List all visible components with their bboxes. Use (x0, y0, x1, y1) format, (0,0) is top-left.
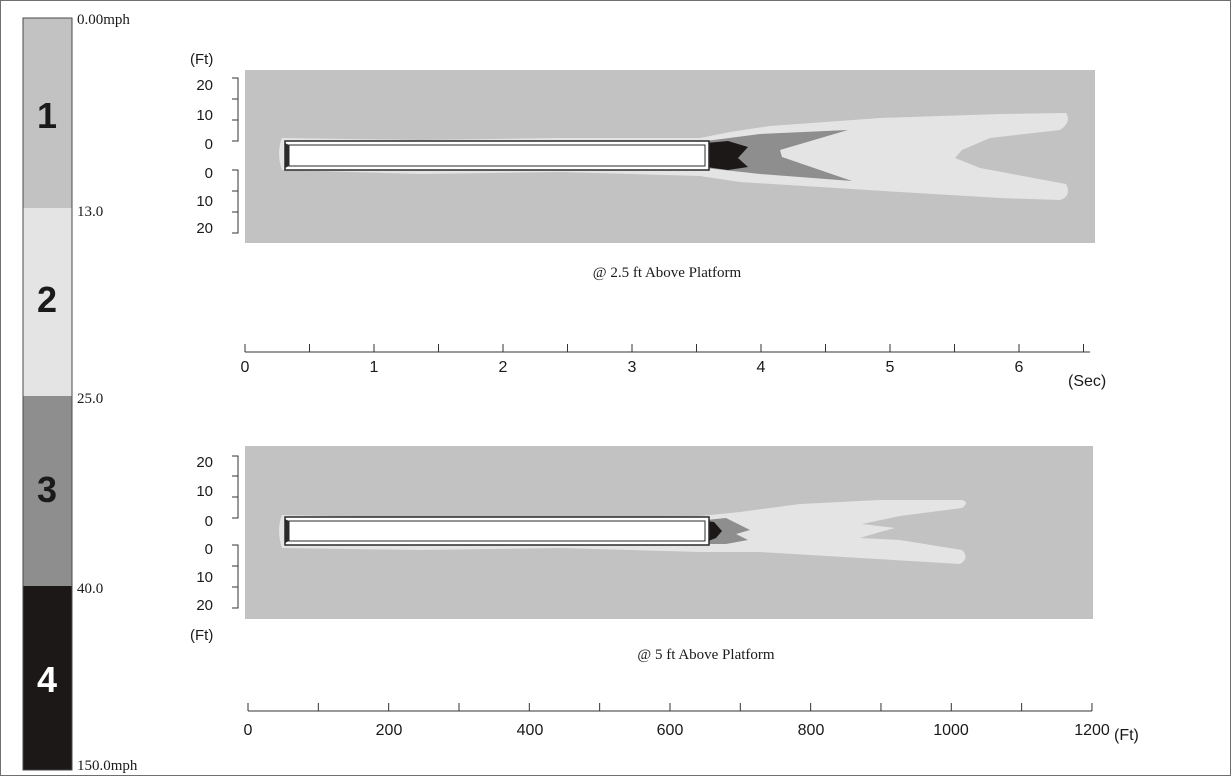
panel-2-yaxis-upper (232, 455, 239, 519)
panel-1-ytick-u0: 20 (196, 77, 213, 94)
distance-axis-unit: (Ft) (1114, 727, 1139, 744)
panel-2-ytick-l1: 10 (196, 569, 213, 586)
panel-2-5ft: (Ft) 20 10 0 0 10 20 @ 2.5 ft Above Plat… (190, 51, 1095, 281)
legend-number-3: 3 (37, 469, 57, 510)
legend-boundary-1: 13.0 (77, 204, 103, 220)
distance-label-1000: 1000 (933, 722, 969, 739)
legend-band-1 (23, 18, 72, 208)
legend-boundary-3: 40.0 (77, 581, 103, 597)
panel-1-train-nose (285, 143, 289, 168)
panel-2-ytick-l2: 20 (196, 597, 213, 614)
legend-number-2: 2 (37, 279, 57, 320)
time-axis-ticks (244, 344, 1090, 353)
distance-axis-ticks (247, 703, 1093, 712)
panel-1-unit-label: (Ft) (190, 51, 213, 68)
panel-2-caption: @ 5 ft Above Platform (637, 647, 774, 663)
panel-2-ytick-u1: 10 (196, 483, 213, 500)
panel-2-yaxis-lower (232, 544, 239, 609)
legend-band-3 (23, 396, 72, 586)
panel-1-ytick-u1: 10 (196, 107, 213, 124)
panel-2-ytick-u2: 0 (205, 513, 213, 530)
time-label-3: 3 (628, 359, 637, 376)
panel-5ft: 20 10 0 0 10 20 (Ft) @ 5 ft Above Platfo… (190, 446, 1093, 663)
panel-1-ytick-l0: 0 (205, 165, 213, 182)
time-axis-unit: (Sec) (1068, 373, 1106, 390)
legend-boundary-2: 25.0 (77, 391, 103, 407)
panel-1-caption: @ 2.5 ft Above Platform (593, 265, 742, 281)
distance-label-1200: 1200 (1074, 722, 1110, 739)
legend: 1 2 3 4 0.00mph 13.0 25.0 40.0 150.0mph (22, 12, 138, 774)
legend-number-1: 1 (37, 95, 57, 136)
time-label-2: 2 (499, 359, 508, 376)
panel-1-ytick-l2: 20 (196, 220, 213, 237)
time-label-0: 0 (241, 359, 250, 376)
panel-2-zone-3 (706, 518, 750, 544)
time-axis: 0 1 2 3 4 5 6 (Sec) (241, 344, 1106, 390)
time-label-1: 1 (370, 359, 379, 376)
panel-1-zone-4 (706, 141, 748, 170)
distance-axis: 0 200 400 600 800 1000 1200 (Ft) (244, 703, 1139, 744)
distance-label-200: 200 (376, 722, 403, 739)
time-label-4: 4 (757, 359, 766, 376)
panel-2-ytick-u0: 20 (196, 454, 213, 471)
legend-band-4 (23, 586, 72, 770)
panel-1-yaxis-upper (232, 77, 239, 142)
legend-band-2 (23, 208, 72, 396)
distance-label-0: 0 (244, 722, 253, 739)
legend-number-4: 4 (37, 659, 57, 700)
legend-boundary-0: 0.00mph (77, 12, 130, 28)
panel-2-zone-4 (706, 521, 722, 542)
panel-2-unit-label: (Ft) (190, 627, 213, 644)
panel-1-zone-3 (706, 130, 852, 181)
panel-1-ytick-u2: 0 (205, 136, 213, 153)
panel-1-yaxis-lower (232, 169, 239, 234)
panel-2-train-nose (285, 519, 289, 543)
time-label-5: 5 (886, 359, 895, 376)
distance-label-600: 600 (657, 722, 684, 739)
time-label-6: 6 (1015, 359, 1024, 376)
distance-label-800: 800 (798, 722, 825, 739)
panel-2-ytick-l0: 0 (205, 541, 213, 558)
distance-label-400: 400 (517, 722, 544, 739)
panel-1-ytick-l1: 10 (196, 193, 213, 210)
legend-boundary-4: 150.0mph (77, 758, 138, 774)
